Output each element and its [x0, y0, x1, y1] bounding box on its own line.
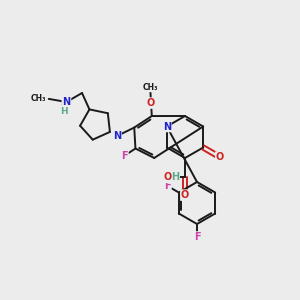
Text: O: O [181, 190, 189, 200]
Text: F: F [164, 181, 171, 191]
Text: N: N [62, 97, 70, 107]
Text: O: O [216, 152, 224, 162]
Text: H: H [171, 172, 179, 182]
Text: N: N [163, 122, 171, 131]
Text: O: O [147, 98, 155, 108]
Text: F: F [194, 232, 200, 242]
Text: CH₃: CH₃ [142, 82, 158, 91]
Text: H: H [60, 106, 67, 116]
Text: N: N [113, 131, 121, 141]
Text: CH₃: CH₃ [30, 94, 46, 103]
Text: F: F [121, 151, 128, 161]
Text: O: O [163, 172, 171, 182]
